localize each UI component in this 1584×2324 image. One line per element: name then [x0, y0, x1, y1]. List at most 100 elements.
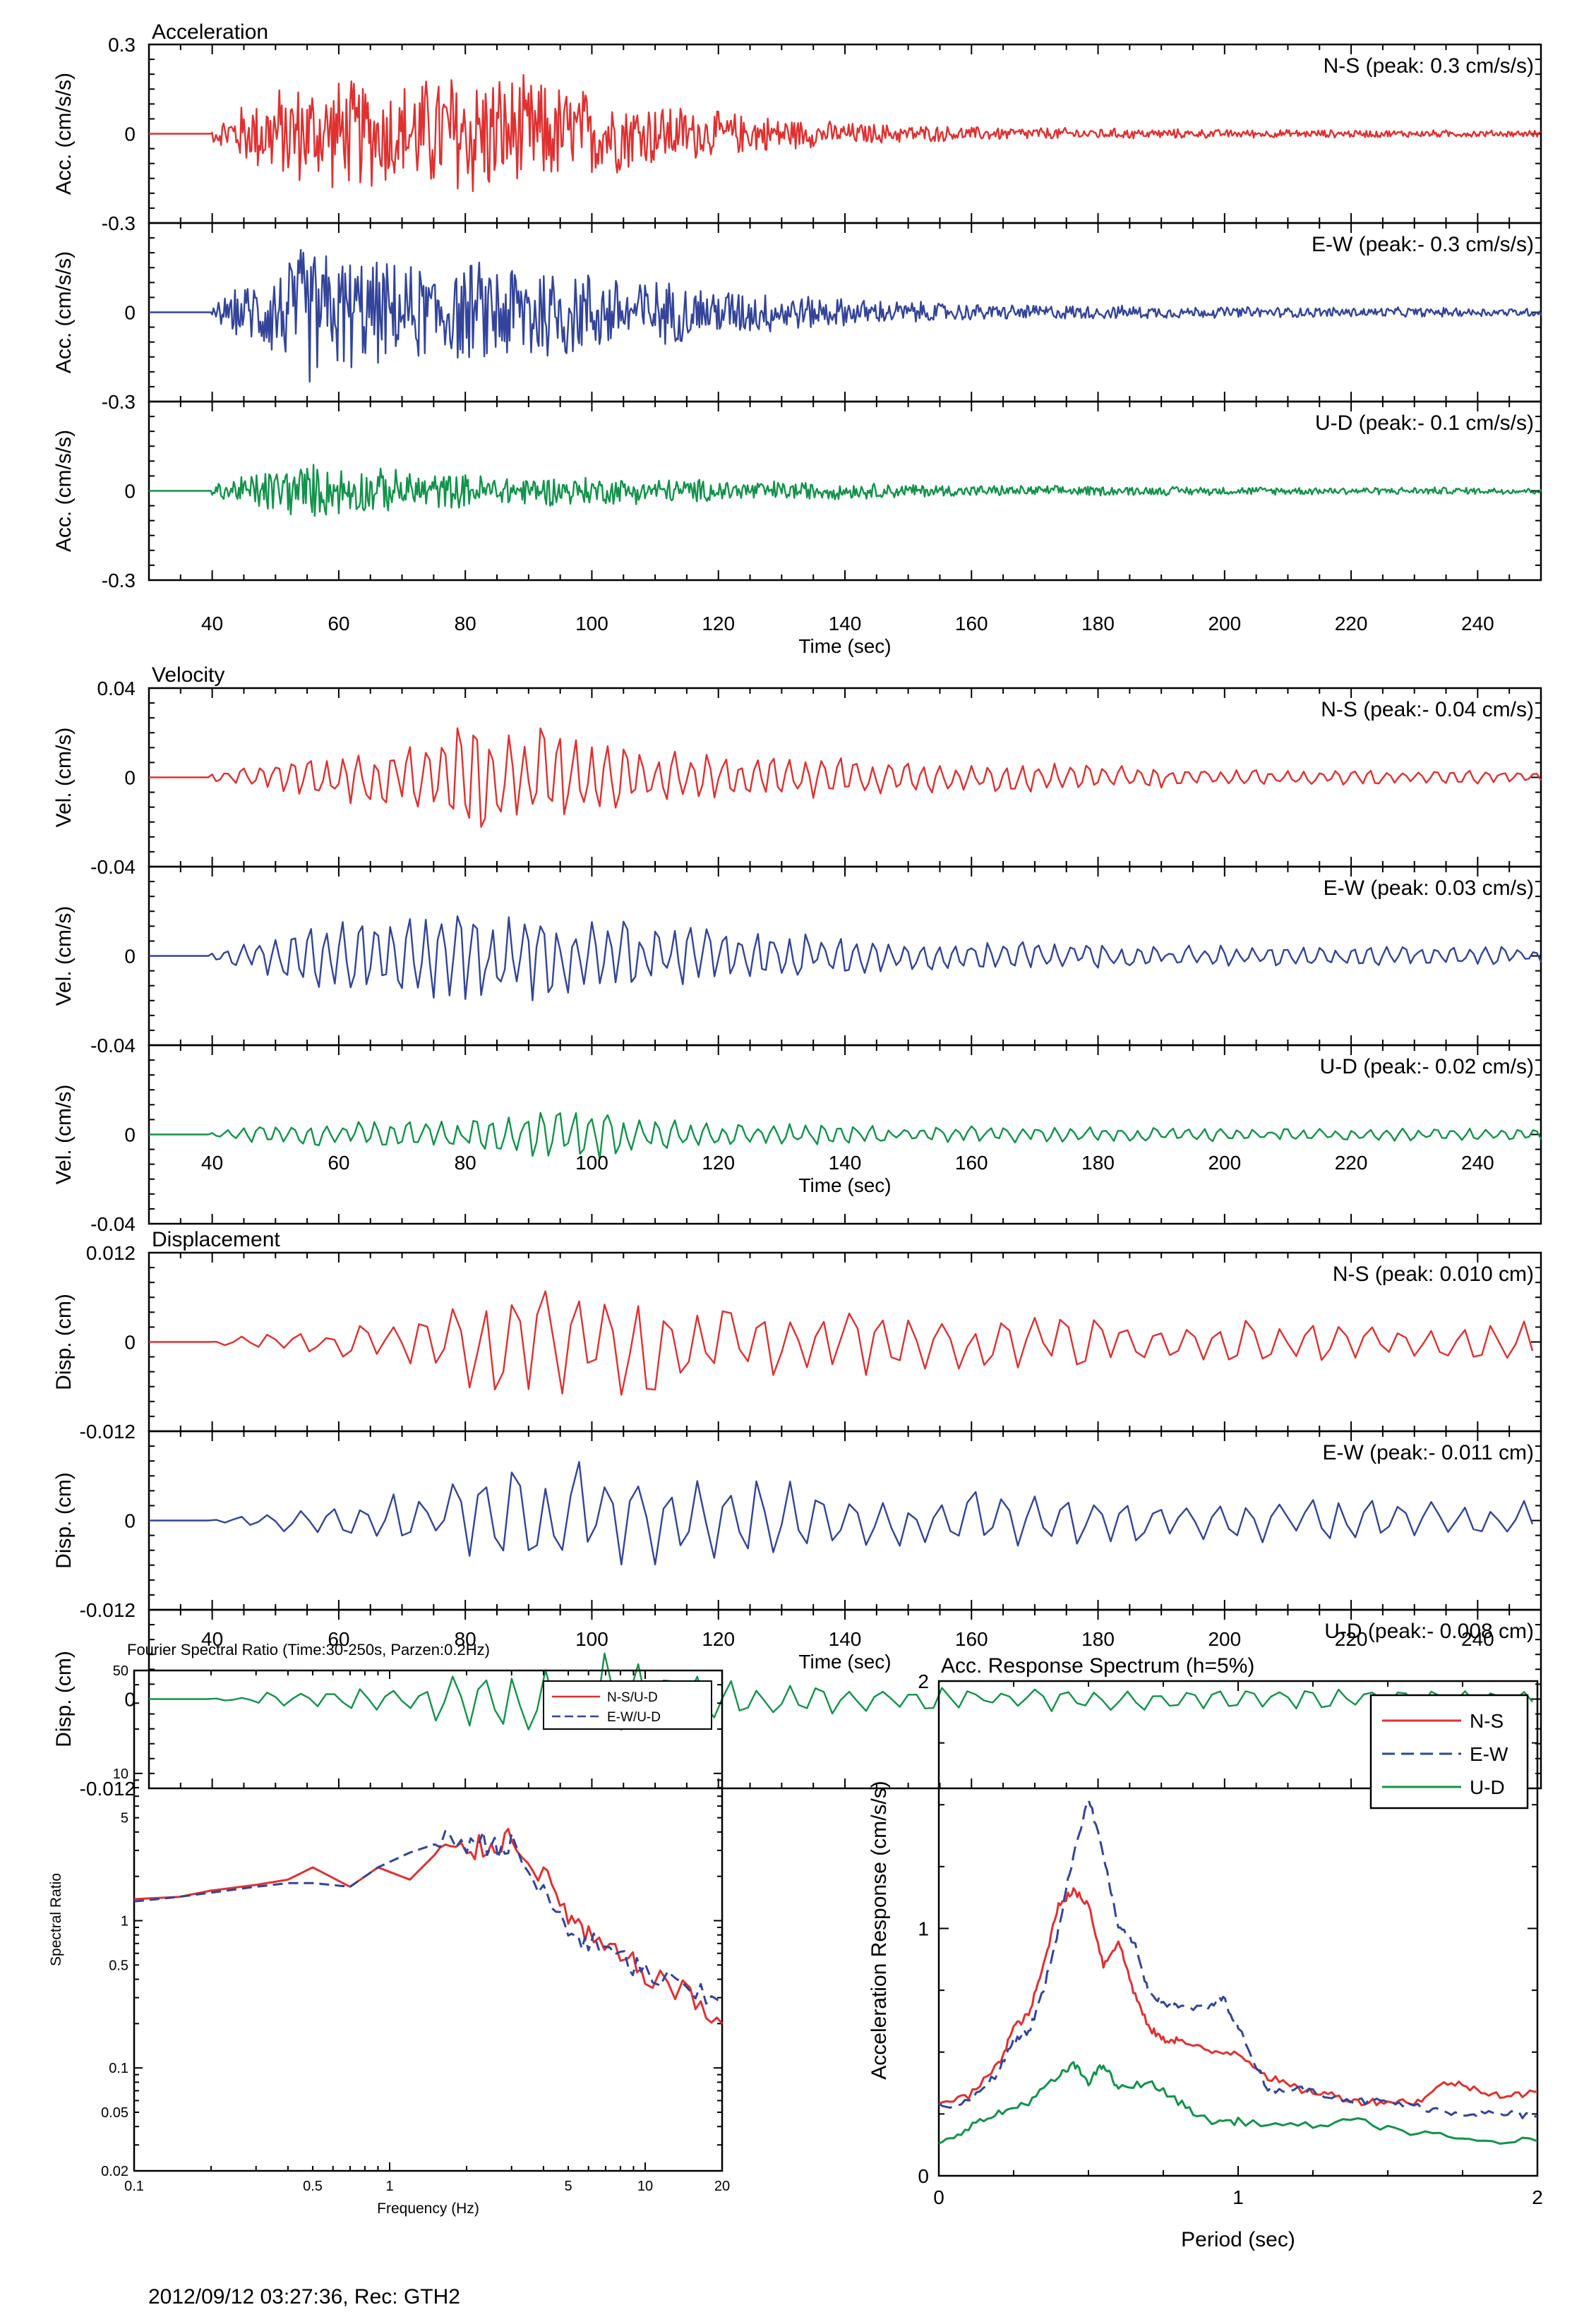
y-tick-label: 0 [124, 767, 136, 789]
x-tick-label: 60 [328, 1152, 349, 1174]
waveform-u-d [149, 1652, 1533, 1731]
x-tick-label: 40 [201, 613, 223, 634]
panel-label-n-s: N-S (peak: 0.3 cm/s/s) [1324, 54, 1534, 78]
y-tick-label: -0.012 [80, 1599, 136, 1621]
x-tick-label: 120 [702, 613, 735, 634]
y-axis-label: Spectral Ratio [48, 1873, 64, 1966]
y-tick-label: 0 [124, 946, 136, 968]
legend: N-S/U-D E-W/U-D [543, 1680, 712, 1730]
y-tick-label: 0 [124, 1124, 136, 1146]
y-tick-label: -0.3 [102, 570, 136, 591]
y-tick-label: -0.04 [90, 1035, 136, 1056]
x-tick-label: 180 [1081, 613, 1115, 634]
x-tick-label: 60 [328, 1628, 349, 1650]
x-tick-label: 40 [201, 1628, 223, 1650]
panel-label-u-d: U-D (peak:- 0.008 cm) [1324, 1620, 1534, 1643]
y-tick-label: 0.1 [109, 2061, 128, 2076]
legend-label-u-d: U-D [1470, 1776, 1505, 1798]
displacement-title: Displacement [152, 1228, 280, 1251]
y-axis-label: Acceleration Response (cm/s/s) [868, 1781, 891, 2080]
series-u-d [938, 2061, 1538, 2145]
record-footer: 2012/09/12 03:27:36, Rec: GTH2 [148, 2285, 460, 2308]
displacement-chart: Displacement 0.012 0 -0.012 Disp. (cm) N-S (p… [52, 1228, 1542, 1800]
x-tick-label: 200 [1208, 1628, 1241, 1650]
legend-label-e-w: E-W [1470, 1743, 1508, 1765]
legend-label-n-s: N-S [1470, 1710, 1504, 1732]
x-axis-label: Frequency (Hz) [377, 2200, 479, 2217]
x-axis-label: Time (sec) [798, 1651, 891, 1673]
waveform-n-s [149, 727, 1542, 828]
x-tick-label: 1 [385, 2179, 393, 2194]
x-tick-label: 80 [455, 1628, 476, 1650]
y-axis-label: Vel. (cm/s) [52, 1085, 76, 1185]
y-tick-label: 0 [124, 1689, 136, 1711]
y-tick-label: 0 [124, 124, 136, 145]
y-tick-label: 0 [124, 481, 136, 502]
y-tick-label: -0.012 [80, 1778, 136, 1800]
x-tick-label: 240 [1461, 1628, 1494, 1650]
y-tick-label: 1 [121, 1914, 128, 1929]
waveform-e-w [149, 248, 1542, 383]
y-axis-label: Vel. (cm/s) [52, 728, 76, 828]
x-tick-label: 240 [1461, 613, 1494, 634]
y-tick-label: -0.3 [102, 212, 136, 234]
x-tick-label: 180 [1081, 1628, 1115, 1650]
x-tick-label: 240 [1461, 1152, 1494, 1174]
fourier-title: Fourier Spectral Ratio (Time:30-250s, Pa… [127, 1641, 490, 1658]
x-tick-label: 140 [829, 1152, 862, 1174]
panel-label-e-w: E-W (peak:- 0.3 cm/s/s) [1312, 233, 1534, 256]
y-tick-label: 1 [918, 1918, 929, 1940]
x-tick-label: 5 [564, 2179, 572, 2194]
legend: N-S E-W U-D [1369, 1694, 1529, 1810]
y-axis-label: Vel. (cm/s) [52, 906, 76, 1006]
y-tick-label: 0 [124, 1332, 136, 1354]
waveform-n-s [149, 1290, 1534, 1396]
x-tick-label: 2 [1532, 2186, 1543, 2208]
y-tick-label: 50 [113, 1663, 128, 1679]
y-tick-label: 0 [124, 302, 136, 324]
x-tick-label: 220 [1335, 1152, 1368, 1174]
y-tick-label: 5 [121, 1811, 128, 1826]
x-tick-label: 220 [1335, 1628, 1368, 1650]
legend-label-n-s-u-d: N-S/U-D [607, 1690, 658, 1705]
x-tick-label: 160 [955, 1628, 988, 1650]
y-axis-label: Disp. (cm) [52, 1294, 76, 1390]
panel-label-n-s: N-S (peak: 0.010 cm) [1333, 1263, 1534, 1286]
x-tick-label: 0 [933, 2186, 944, 2208]
response-spectrum-title: Acc. Response Spectrum (h=5%) [941, 1654, 1254, 1678]
panel-label-u-d: U-D (peak:- 0.02 cm/s) [1320, 1055, 1534, 1078]
x-tick-label: 180 [1081, 1152, 1115, 1174]
y-tick-label: -0.04 [90, 856, 136, 878]
y-tick-label: -0.04 [90, 1213, 136, 1235]
panel-label-n-s: N-S (peak:- 0.04 cm/s) [1321, 698, 1534, 721]
x-tick-label: 200 [1208, 613, 1241, 634]
fourier-spectral-ratio-chart: 0.1 0.5 1 5 10 20 0.02 0.05 0.1 0.5 1 5 10 50 Fourier … [48, 1641, 730, 2217]
y-tick-label: 0.02 [101, 2164, 128, 2179]
waveform-u-d [149, 464, 1542, 517]
y-tick-label: 0.5 [109, 1958, 128, 1973]
x-tick-label: 10 [637, 2179, 653, 2194]
x-tick-label: 60 [328, 613, 349, 634]
series-e-w-u-d [133, 1830, 724, 2006]
legend-box [543, 1680, 712, 1730]
x-tick-label: 120 [702, 1152, 735, 1174]
y-axis-label: Acc. (cm/s/s) [52, 251, 76, 373]
x-tick-label: 160 [955, 1152, 988, 1174]
panel-label-e-w: E-W (peak:- 0.011 cm) [1322, 1441, 1534, 1464]
y-tick-label: 0.04 [97, 678, 136, 699]
waveform-n-s [149, 74, 1542, 193]
plot-frame [133, 1669, 724, 2172]
x-tick-label: 220 [1335, 613, 1368, 634]
x-tick-label: 100 [575, 1152, 608, 1174]
y-tick-label: 0.012 [86, 1242, 136, 1264]
x-tick-label: 40 [201, 1152, 223, 1174]
legend-box [1369, 1694, 1529, 1810]
series-n-s-u-d [133, 1828, 724, 2025]
y-tick-label: 2 [918, 1670, 929, 1692]
x-tick-label: 0.5 [303, 2179, 323, 2194]
x-tick-label: 100 [575, 1628, 608, 1650]
panel-label-u-d: U-D (peak:- 0.1 cm/s/s) [1315, 411, 1534, 435]
x-tick-label: 80 [455, 1152, 476, 1174]
acceleration-chart: Acceleration 0.3 0 -0.3 Acc. (cm/s/s) N-S (pe… [52, 20, 1542, 657]
